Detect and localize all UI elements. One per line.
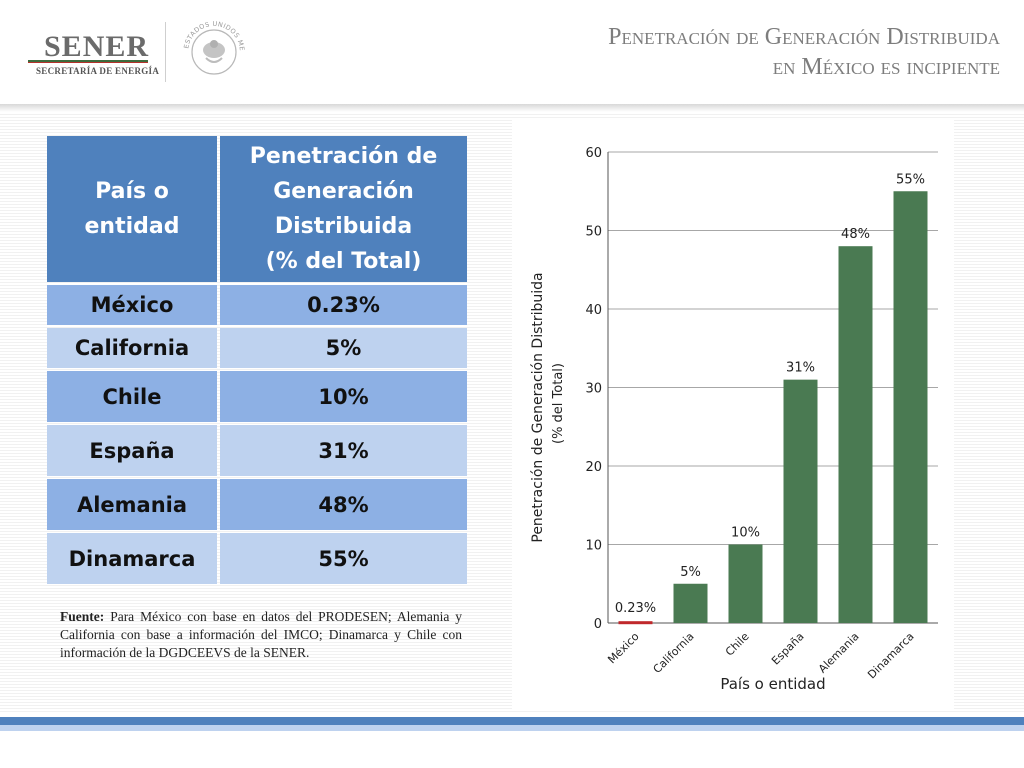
x-tick-label: Chile <box>723 630 752 659</box>
bar <box>893 191 928 623</box>
logo-divider <box>165 22 166 82</box>
header-entity-label: País o entidad <box>84 179 180 239</box>
row-entity: México <box>47 285 217 325</box>
chart-panel: 0 10 20 30 40 50 60 0.23% México 5% California 10% C… <box>512 118 954 710</box>
header: SENER SECRETARÍA DE ENERGÍA ESTADOS UNID… <box>0 0 1024 106</box>
bar-chart: 0 10 20 30 40 50 60 0.23% México 5% California 10% C… <box>530 146 938 693</box>
bar <box>783 379 818 623</box>
y-axis-title: Penetración de Generación Distribuida <box>530 272 546 542</box>
row-value: 48% <box>220 479 467 530</box>
data-label: 48% <box>841 227 870 242</box>
penetration-table: País o entidad Penetración de Generación… <box>44 133 470 587</box>
bar <box>728 544 763 623</box>
national-seal-icon: ESTADOS UNIDOS MEXICANOS <box>178 14 246 75</box>
logo-line-red <box>28 62 148 63</box>
bottom-band-light <box>0 725 1024 731</box>
data-label: 55% <box>896 172 925 187</box>
source-label: Fuente: <box>60 609 105 624</box>
data-label: 0.23% <box>615 601 656 616</box>
table-row: Dinamarca 55% <box>47 533 467 584</box>
table-row: México 0.23% <box>47 285 467 325</box>
table-row: España 31% <box>47 425 467 476</box>
y-tick-label: 40 <box>585 303 602 318</box>
logo-subtitle: SECRETARÍA DE ENERGÍA <box>36 66 160 76</box>
row-value: 55% <box>220 533 467 584</box>
y-tick-label: 0 <box>594 617 602 632</box>
x-tick-label: Alemania <box>816 630 862 676</box>
title-line-2: en México es incipiente <box>772 54 1000 80</box>
row-value: 5% <box>220 328 467 368</box>
y-axis-subtitle: (% del Total) <box>551 363 566 444</box>
x-tick-label: España <box>769 630 807 668</box>
x-tick-label: Dinamarca <box>865 630 916 681</box>
row-entity: Alemania <box>47 479 217 530</box>
bar <box>838 246 873 623</box>
page-title: Penetración de Generación Distribuida en… <box>608 22 1000 82</box>
source-note: Fuente: Para México con base en datos de… <box>60 608 462 662</box>
bottom-band <box>0 717 1024 725</box>
y-tick-label: 60 <box>585 146 602 161</box>
data-label: 10% <box>731 526 760 541</box>
row-value: 10% <box>220 371 467 422</box>
title-line-1: Penetración de Generación Distribuida <box>608 24 1000 50</box>
header-penetration-line4: (% del Total) <box>265 249 422 274</box>
table-row: California 5% <box>47 328 467 368</box>
y-tick-label: 20 <box>585 460 602 475</box>
header-penetration-line2: Generación <box>273 179 414 204</box>
data-label: 5% <box>680 565 701 580</box>
header-penetration-line3: Distribuida <box>274 214 413 239</box>
x-axis-title: País o entidad <box>720 675 825 693</box>
table-header-penetration: Penetración de Generación Distribuida (%… <box>220 136 467 282</box>
logo-line-green <box>28 60 148 62</box>
bar <box>618 621 653 625</box>
y-tick-label: 30 <box>585 382 602 397</box>
header-penetration-line1: Penetración de <box>249 144 438 169</box>
x-tick-label: California <box>650 630 696 676</box>
row-entity: Chile <box>47 371 217 422</box>
row-entity: California <box>47 328 217 368</box>
sener-logo: SENER <box>44 30 150 63</box>
bar <box>673 583 708 623</box>
table-row: Alemania 48% <box>47 479 467 530</box>
row-value: 0.23% <box>220 285 467 325</box>
y-tick-label: 50 <box>585 225 602 240</box>
table-row: Chile 10% <box>47 371 467 422</box>
row-value: 31% <box>220 425 467 476</box>
x-tick-label: México <box>605 630 642 667</box>
row-entity: España <box>47 425 217 476</box>
data-label: 31% <box>786 361 815 376</box>
row-entity: Dinamarca <box>47 533 217 584</box>
table-header-entity: País o entidad <box>47 136 217 282</box>
y-tick-label: 10 <box>585 539 602 554</box>
source-text: Para México con base en datos del PRODES… <box>60 609 462 660</box>
header-shadow <box>0 104 1024 112</box>
